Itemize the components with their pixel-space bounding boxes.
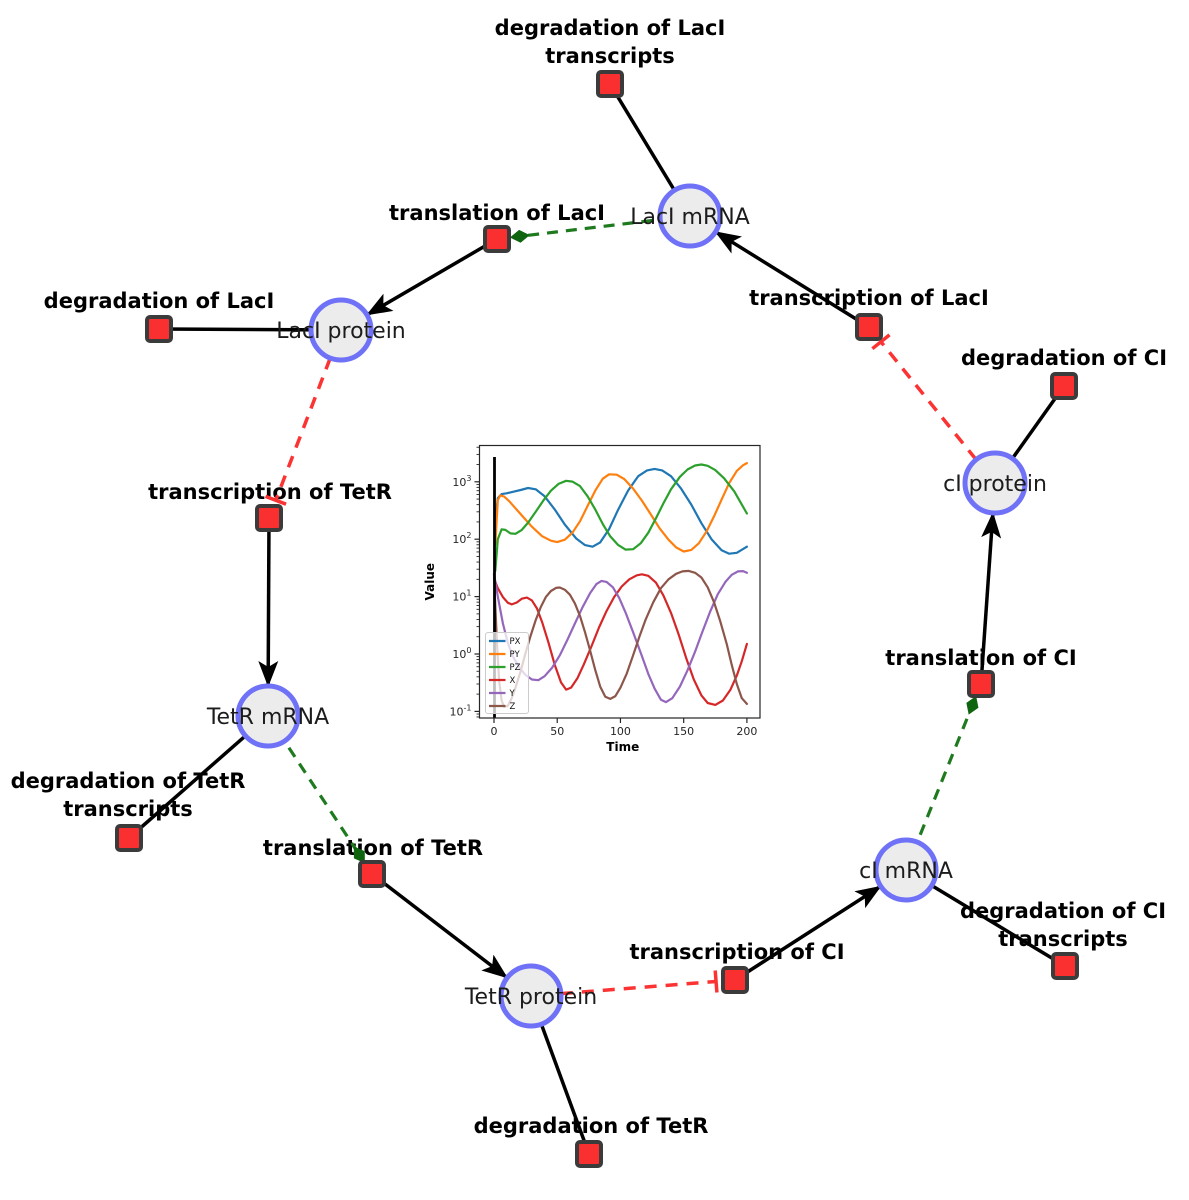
edge-product-txn_laci-laci_mrna (714, 230, 870, 329)
edge-inhibition-laci_protein-txn_tetr (274, 357, 332, 501)
legend-label-Y: Y (509, 689, 516, 699)
species-node-laci_protein (308, 297, 374, 363)
reaction-labels-layer: degradation of LacI transcripts translatio… (11, 16, 1167, 1138)
chart-series-PX (494, 467, 749, 555)
edge-product-txn_tetr-tetr_mrna (258, 517, 279, 688)
reaction-label-deg_ci: degradation of CI (961, 346, 1167, 370)
chart-xlabel: Time (606, 740, 639, 754)
x-tick-label: 0 (491, 725, 498, 738)
edge-product-transl_tetr-tetr_protein (370, 872, 509, 980)
species-node-tetr_mrna (235, 683, 301, 749)
reaction-label-txn_ci: transcription of CI (629, 940, 844, 964)
species-node-tetr_protein (498, 963, 564, 1029)
edge-product-txn_ci-ci_mrna (734, 884, 882, 982)
x-tick-label: 50 (550, 725, 564, 738)
reaction-label-deg_tetr: degradation of TetR (474, 1114, 709, 1138)
reaction-node-deg_laci (145, 315, 173, 343)
y-tick-label: 103 (452, 474, 471, 489)
y-tick-label: 100 (452, 646, 471, 661)
species-labels-layer: LacI mRNA LacI protein TetR mRNA TetR prote… (206, 205, 1047, 1010)
edge-modifier-tetr_mrna-transl_tetr-diamond-arrowhead (353, 846, 365, 864)
species-label-laci_protein: LacI protein (276, 319, 406, 344)
edge-modifier-ci_mrna-transl_ci-diamond-arrowhead (966, 696, 979, 715)
reaction-node-deg_tetr (575, 1140, 603, 1168)
legend-label-Z: Z (510, 702, 516, 712)
chart-series-X (492, 573, 749, 707)
chart-legend-box (485, 632, 529, 714)
species-node-ci_mrna (873, 837, 939, 903)
reaction-label-transl_tetr: translation of TetR (263, 836, 483, 860)
reaction-label-transl_laci: translation of LacI (389, 201, 605, 225)
reaction-label-txn_laci: transcription of LacI (749, 286, 989, 310)
legend-label-PY: PY (510, 650, 521, 660)
inset-chart: 103 102 101 100 10-1 0 50 100 150 200 Time Value PX P… (423, 444, 761, 754)
reaction-node-transl_tetr (358, 860, 386, 888)
reaction-node-deg_tetr_tx (115, 824, 143, 852)
species-label-tetr_protein: TetR protein (464, 985, 597, 1010)
x-tick-label: 150 (673, 725, 694, 738)
species-node-ci_protein (962, 450, 1028, 516)
reaction-label-txn_tetr: transcription of TetR (148, 480, 392, 504)
edge-inhibition-ci_protein-txn_laci (879, 340, 978, 461)
y-tick-label: 101 (452, 589, 471, 604)
species-label-tetr_mrna: TetR mRNA (206, 705, 329, 730)
species-label-laci_mrna: LacI mRNA (630, 205, 750, 230)
x-tick-label: 100 (610, 725, 631, 738)
reaction-node-txn_ci (721, 966, 749, 994)
species-node-laci_mrna (657, 183, 723, 249)
reaction-label-deg_laci: degradation of LacI (44, 289, 275, 313)
legend-label-X: X (510, 676, 516, 686)
reaction-label-deg_laci_tx: degradation of LacI transcripts (495, 16, 726, 68)
reaction-node-deg_ci (1050, 372, 1078, 400)
edge-product-transl_ci-ci_protein (979, 511, 1002, 685)
species-label-ci_mrna: cI mRNA (859, 859, 953, 884)
reaction-label-deg_tetr_tx: degradation of TetR transcripts (11, 769, 246, 821)
edge-modifier-laci_mrna-transl_laci-diamond-arrowhead (509, 229, 530, 243)
reaction-node-txn_laci (855, 313, 883, 341)
x-tick-label: 200 (736, 725, 757, 738)
y-tick-label: 102 (452, 531, 471, 546)
edge-inhibition-laci_protein-txn_tetr-tee-head (264, 494, 287, 506)
edge-product-transl_laci-laci_protein (366, 237, 498, 317)
reaction-label-deg_ci_tx: degradation of CI transcripts (960, 899, 1166, 951)
legend-label-PX: PX (510, 637, 521, 647)
edge-inhibition-tetr_protein-txn_ci (560, 979, 717, 996)
nodes-layer (115, 70, 1079, 1168)
reaction-node-deg_ci_tx (1051, 952, 1079, 980)
legend-label-PZ: PZ (510, 663, 521, 673)
species-label-ci_protein: cI protein (943, 472, 1047, 497)
reaction-node-transl_ci (967, 670, 995, 698)
reaction-node-txn_tetr (255, 504, 283, 532)
chart-ylabel: Value (423, 563, 437, 601)
edge-inhibition-ci_protein-txn_laci-tee-head (871, 333, 891, 351)
chart-series-PY (494, 462, 749, 553)
reaction-node-transl_laci (483, 225, 511, 253)
reaction-node-deg_laci_tx (596, 70, 624, 98)
y-tick-label: 10-1 (450, 703, 472, 718)
chart-series-PZ (494, 463, 749, 573)
edge-inhibition-tetr_protein-txn_ci-tee-head (713, 970, 719, 993)
